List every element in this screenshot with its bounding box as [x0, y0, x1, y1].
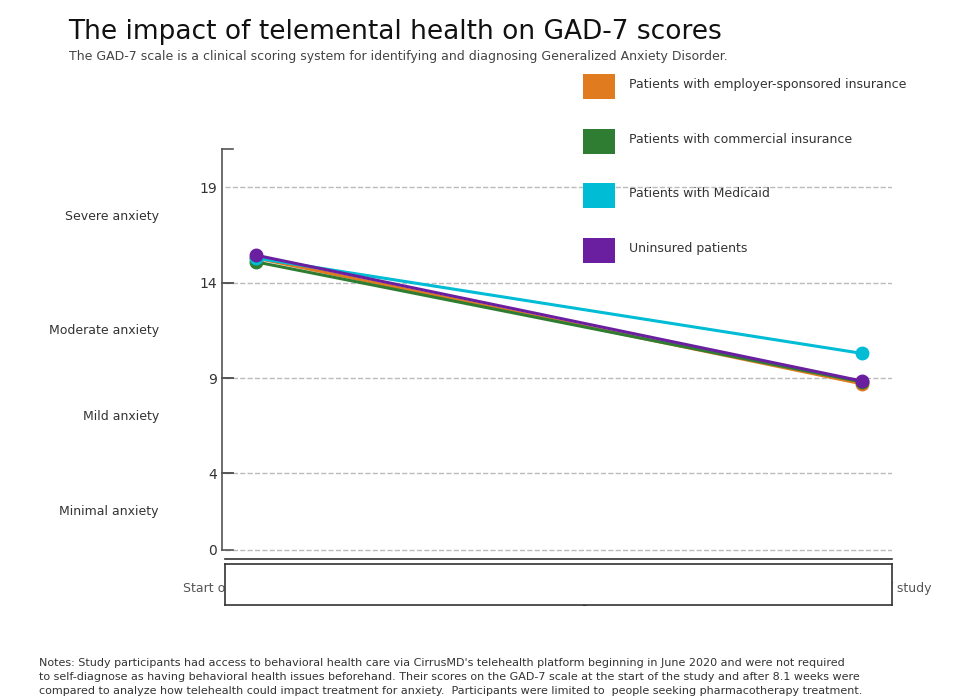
Text: The GAD-7 scale is a clinical scoring system for identifying and diagnosing Gene: The GAD-7 scale is a clinical scoring sy…: [69, 50, 727, 63]
Text: Moderate anxiety: Moderate anxiety: [49, 324, 159, 337]
Bar: [583, 129, 614, 154]
Text: End of study: End of study: [853, 582, 931, 596]
Text: The impact of telemental health on GAD-7 scores: The impact of telemental health on GAD-7…: [69, 20, 722, 45]
Text: Start of study: Start of study: [182, 582, 269, 596]
Bar: [583, 183, 614, 208]
Text: Patients with Medicaid: Patients with Medicaid: [629, 187, 770, 200]
Text: Patients with employer-sponsored insurance: Patients with employer-sponsored insuran…: [629, 78, 906, 91]
Text: Patients with commercial insurance: Patients with commercial insurance: [629, 133, 852, 145]
Text: Severe anxiety: Severe anxiety: [65, 210, 159, 222]
Text: Uninsured patients: Uninsured patients: [629, 242, 748, 254]
Text: Mild anxiety: Mild anxiety: [82, 410, 159, 423]
Bar: [583, 74, 614, 99]
Text: 8.1 week study duration: 8.1 week study duration: [416, 582, 702, 606]
Bar: [583, 238, 614, 263]
Text: Minimal anxiety: Minimal anxiety: [59, 505, 159, 518]
Text: Notes: Study participants had access to behavioral health care via CirrusMD's te: Notes: Study participants had access to …: [39, 658, 862, 696]
